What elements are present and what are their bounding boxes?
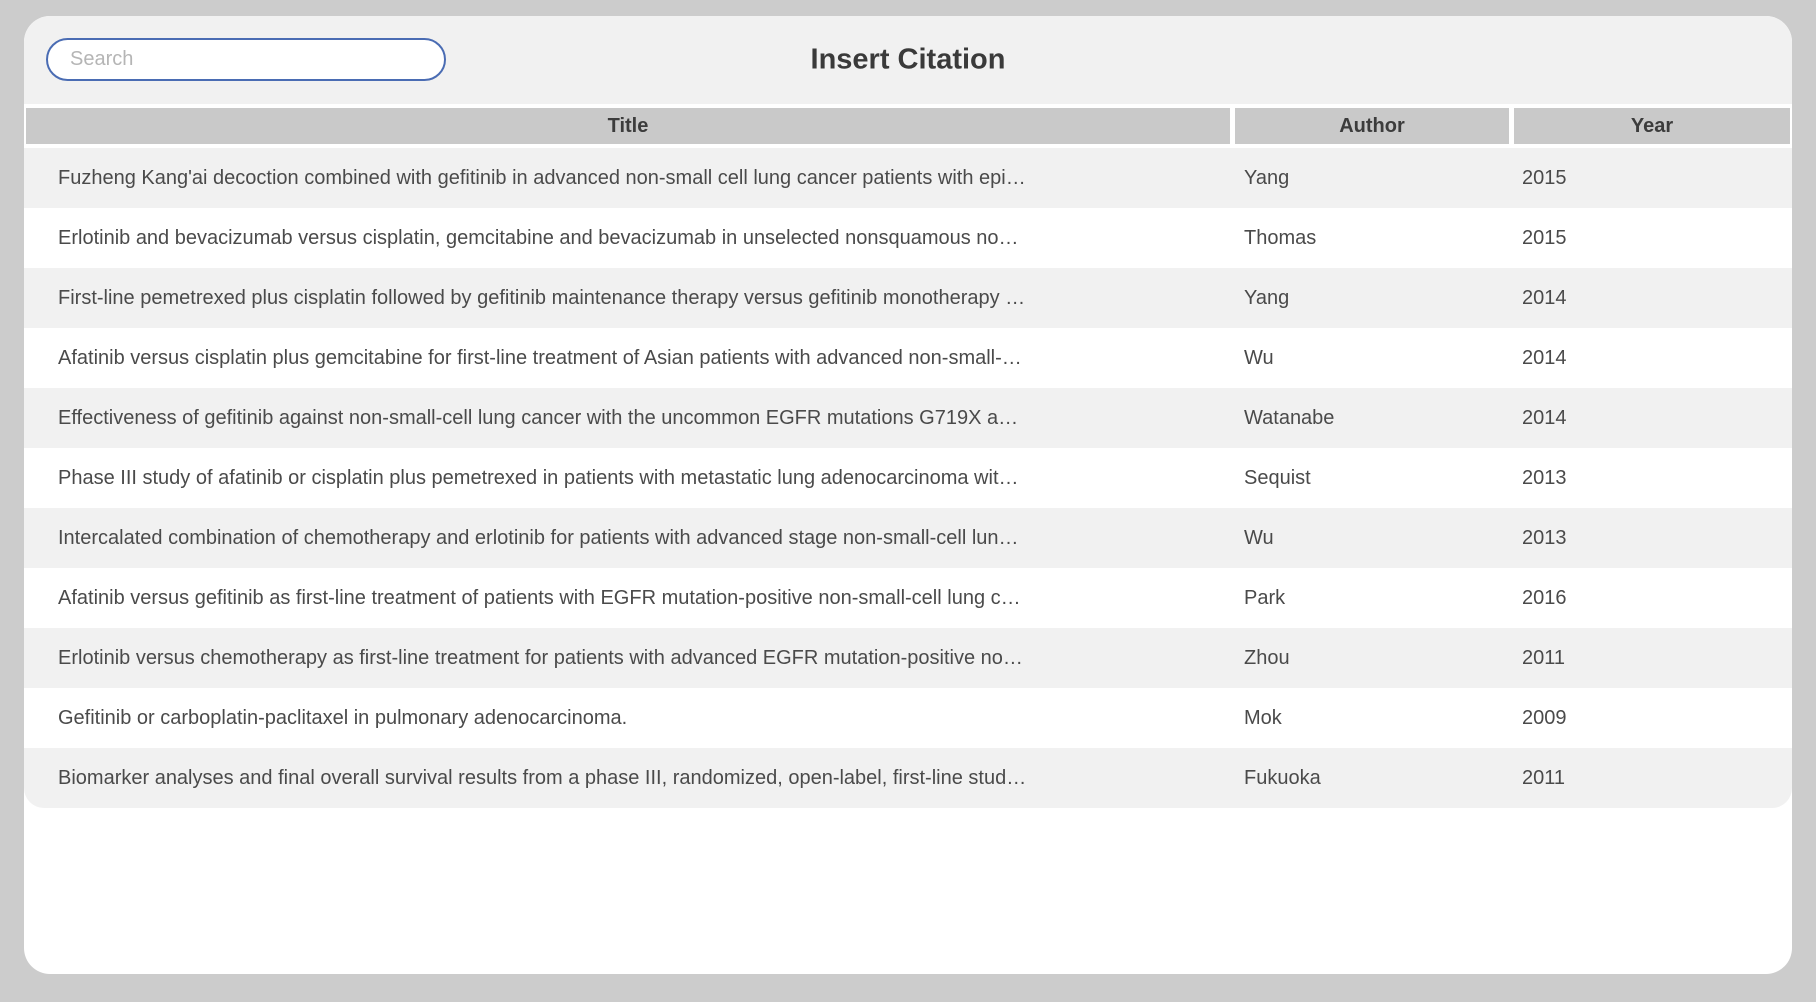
citation-author: Thomas bbox=[1244, 227, 1317, 249]
table-header: Title Author Year bbox=[24, 104, 1792, 148]
citation-title: Afatinib versus cisplatin plus gemcitabi… bbox=[58, 347, 1022, 369]
search-input[interactable] bbox=[46, 38, 446, 81]
citations-table-body: Fuzheng Kang'ai decoction combined with … bbox=[24, 148, 1792, 808]
citation-title: Phase III study of afatinib or cisplatin… bbox=[58, 467, 1019, 489]
table-row[interactable]: Phase III study of afatinib or cisplatin… bbox=[24, 448, 1792, 508]
citation-year: 2011 bbox=[1522, 647, 1566, 669]
table-row[interactable]: Afatinib versus cisplatin plus gemcitabi… bbox=[24, 328, 1792, 388]
citation-author: Yang bbox=[1244, 287, 1290, 309]
citation-title: Erlotinib versus chemotherapy as first-l… bbox=[58, 647, 1023, 669]
column-header-year[interactable]: Year bbox=[1514, 108, 1790, 144]
table-row[interactable]: Intercalated combination of chemotherapy… bbox=[24, 508, 1792, 568]
table-row[interactable]: Biomarker analyses and final overall sur… bbox=[24, 748, 1792, 808]
citation-year: 2013 bbox=[1522, 467, 1567, 489]
citation-author: Sequist bbox=[1244, 467, 1311, 489]
citation-year: 2015 bbox=[1522, 227, 1567, 249]
citation-title: Erlotinib and bevacizumab versus cisplat… bbox=[58, 227, 1019, 249]
citation-author: Mok bbox=[1244, 707, 1282, 729]
table-row[interactable]: Gefitinib or carboplatin-paclitaxel in p… bbox=[24, 688, 1792, 748]
table-row[interactable]: Effectiveness of gefitinib against non-s… bbox=[24, 388, 1792, 448]
citation-author: Park bbox=[1244, 587, 1286, 609]
citation-year: 2011 bbox=[1522, 767, 1566, 789]
citation-year: 2009 bbox=[1522, 707, 1567, 729]
column-header-author[interactable]: Author bbox=[1235, 108, 1509, 144]
citation-author: Yang bbox=[1244, 167, 1290, 189]
citation-title: Fuzheng Kang'ai decoction combined with … bbox=[58, 167, 1026, 189]
citation-year: 2015 bbox=[1522, 167, 1567, 189]
dialog-title: Insert Citation bbox=[810, 43, 1006, 76]
citation-author: Fukuoka bbox=[1244, 767, 1321, 789]
citation-title: Intercalated combination of chemotherapy… bbox=[58, 527, 1019, 549]
citation-year: 2013 bbox=[1522, 527, 1567, 549]
table-row[interactable]: Afatinib versus gefitinib as first-line … bbox=[24, 568, 1792, 628]
table-row[interactable]: Erlotinib versus chemotherapy as first-l… bbox=[24, 628, 1792, 688]
citation-author: Watanabe bbox=[1244, 407, 1335, 429]
citation-author: Zhou bbox=[1244, 647, 1290, 669]
citation-year: 2014 bbox=[1522, 407, 1567, 429]
column-header-title[interactable]: Title bbox=[26, 108, 1230, 144]
citation-title: Gefitinib or carboplatin-paclitaxel in p… bbox=[58, 707, 628, 729]
citation-title: Biomarker analyses and final overall sur… bbox=[58, 767, 1027, 789]
citation-year: 2016 bbox=[1522, 587, 1567, 609]
table-row[interactable]: Fuzheng Kang'ai decoction combined with … bbox=[24, 148, 1792, 208]
citation-year: 2014 bbox=[1522, 347, 1567, 369]
citation-title: Afatinib versus gefitinib as first-line … bbox=[58, 587, 1021, 609]
citation-title: First-line pemetrexed plus cisplatin fol… bbox=[58, 287, 1026, 309]
citation-author: Wu bbox=[1244, 347, 1274, 369]
table-row[interactable]: First-line pemetrexed plus cisplatin fol… bbox=[24, 268, 1792, 328]
citation-title: Effectiveness of gefitinib against non-s… bbox=[58, 407, 1019, 429]
insert-citation-dialog: Insert Citation Title Author Year Fuzhen… bbox=[24, 16, 1792, 974]
citation-author: Wu bbox=[1244, 527, 1274, 549]
citation-year: 2014 bbox=[1522, 287, 1567, 309]
dialog-topbar: Insert Citation bbox=[24, 16, 1792, 104]
table-row[interactable]: Erlotinib and bevacizumab versus cisplat… bbox=[24, 208, 1792, 268]
